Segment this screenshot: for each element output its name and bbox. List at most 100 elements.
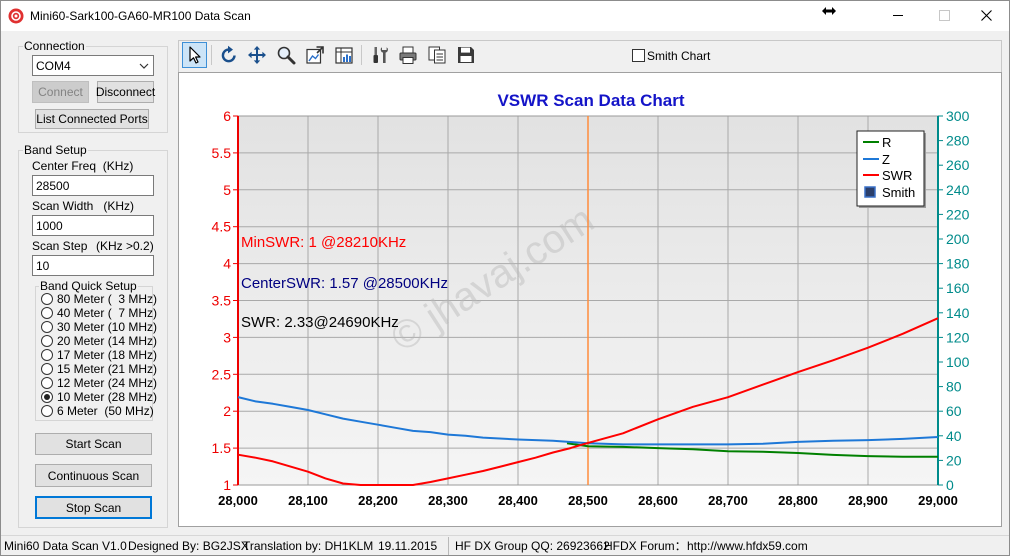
status-group: HF DX Group QQ: 26923662	[455, 539, 610, 553]
y-left-tick-label: 4.5	[212, 219, 232, 235]
band-radio-30m[interactable]: 30 Meter (10 MHz)	[40, 320, 157, 334]
band-setup-group	[18, 150, 168, 528]
minimize-button[interactable]	[875, 0, 921, 31]
band-radio-15m[interactable]: 15 Meter (21 MHz)	[40, 362, 157, 376]
band-radio-label: 80 Meter ( 3 MHz)	[57, 292, 158, 306]
band-radio-20m[interactable]: 20 Meter (14 MHz)	[40, 334, 157, 348]
undo-button[interactable]	[216, 42, 241, 68]
y-left-tick-label: 3.5	[212, 293, 232, 309]
connection-group	[18, 46, 168, 133]
status-translator: Translation by: DH1KLM	[243, 539, 374, 553]
start-scan-button[interactable]: Start Scan	[35, 433, 152, 455]
copy-icon	[428, 46, 445, 64]
maximize-button[interactable]	[921, 0, 967, 31]
print-icon	[399, 46, 416, 64]
close-button[interactable]	[964, 0, 1010, 31]
band-radio-6m[interactable]: 6 Meter (50 MHz)	[40, 404, 154, 418]
y-left-tick-label: 6	[223, 108, 231, 124]
smith-chart-checkbox[interactable]	[632, 49, 645, 62]
chart-data-icon	[334, 47, 353, 64]
y-right-tick-label: 300	[946, 108, 970, 124]
band-radio-label: 12 Meter (24 MHz)	[57, 376, 158, 390]
status-version: Mini60 Data Scan V1.0	[4, 539, 127, 553]
band-radio-label: 10 Meter (28 MHz)	[57, 390, 158, 404]
status-bar	[0, 535, 1010, 556]
status-date: 19.11.2015	[378, 539, 438, 553]
band-setup-group-label: Band Setup	[23, 143, 88, 157]
settings-button[interactable]	[367, 42, 392, 68]
band-radio-17m[interactable]: 17 Meter (18 MHz)	[40, 348, 157, 362]
continuous-scan-button[interactable]: Continuous Scan	[35, 464, 152, 487]
scan-width-input[interactable]	[32, 215, 154, 236]
radio-button[interactable]	[41, 349, 53, 361]
y-right-tick-label: 100	[946, 354, 970, 370]
save-icon	[457, 47, 474, 63]
title-bar[interactable]	[0, 0, 1010, 31]
status-forum-link[interactable]: http://www.hfdx59.com	[687, 539, 808, 553]
series-line-swr	[237, 317, 939, 486]
print-button[interactable]	[395, 42, 420, 68]
save-button[interactable]	[453, 42, 478, 68]
undo-icon	[221, 45, 236, 63]
x-tick-label: 28,100	[288, 493, 328, 508]
copy-button[interactable]	[424, 42, 449, 68]
x-tick-label: 28,300	[428, 493, 468, 508]
scan-step-input[interactable]	[32, 255, 154, 276]
y-left-tick-label: 2.5	[212, 366, 232, 382]
export-image-icon	[305, 46, 324, 64]
center-freq-label: Center Freq (KHz)	[32, 159, 134, 173]
move-icon	[247, 46, 266, 64]
legend-label: Smith	[882, 185, 915, 200]
x-tick-label: 29,000	[918, 493, 958, 508]
y-right-tick-label: 40	[946, 428, 962, 444]
band-radio-40m[interactable]: 40 Meter ( 7 MHz)	[40, 306, 157, 320]
list-ports-button[interactable]: List Connected Ports	[35, 109, 149, 129]
x-tick-label: 28,600	[638, 493, 678, 508]
band-radio-label: 17 Meter (18 MHz)	[57, 348, 158, 362]
y-left-tick-label: 4	[223, 256, 231, 272]
y-right-tick-label: 160	[946, 280, 970, 296]
zoom-button[interactable]	[273, 42, 298, 68]
vswr-chart[interactable]: © jhavaj.com11.522.533.544.555.560204060…	[178, 72, 1002, 527]
pan-button[interactable]	[244, 42, 269, 68]
x-tick-label: 28,200	[358, 493, 398, 508]
radio-button[interactable]	[41, 321, 53, 333]
y-left-tick-label: 1.5	[212, 440, 232, 456]
y-left-tick-label: 5	[223, 182, 231, 198]
radio-button[interactable]	[41, 307, 53, 319]
connect-button[interactable]: Connect	[32, 81, 89, 103]
status-separator	[448, 537, 449, 555]
chart-data-button[interactable]	[331, 42, 356, 68]
radio-button[interactable]	[41, 377, 53, 389]
status-designer: Designed By: BG2JSX	[128, 539, 249, 553]
radio-button[interactable]	[41, 293, 53, 305]
radio-button[interactable]	[41, 335, 53, 347]
x-tick-label: 28,000	[218, 493, 258, 508]
com-port-select[interactable]: COM4	[32, 55, 154, 76]
radio-button[interactable]	[41, 363, 53, 375]
pointer-tool-button[interactable]	[182, 42, 207, 68]
band-radio-label: 6 Meter (50 MHz)	[57, 404, 154, 418]
y-right-tick-label: 20	[946, 452, 962, 468]
band-radio-80m[interactable]: 80 Meter ( 3 MHz)	[40, 292, 157, 306]
resize-cursor-icon	[821, 5, 837, 17]
x-tick-label: 28,800	[778, 493, 818, 508]
radio-button[interactable]	[41, 405, 53, 417]
band-radio-label: 20 Meter (14 MHz)	[57, 334, 158, 348]
radio-button[interactable]	[41, 391, 53, 403]
tools-icon	[373, 47, 388, 63]
scan-width-label: Scan Width (KHz)	[32, 199, 135, 213]
band-quick-setup-label: Band Quick Setup	[39, 279, 138, 293]
zoom-icon	[277, 46, 295, 65]
y-left-tick-label: 2	[223, 403, 231, 419]
band-radio-10m[interactable]: 10 Meter (28 MHz)	[40, 390, 157, 404]
y-right-tick-label: 220	[946, 206, 970, 222]
export-image-button[interactable]	[302, 42, 327, 68]
band-radio-12m[interactable]: 12 Meter (24 MHz)	[40, 376, 157, 390]
center-freq-input[interactable]	[32, 175, 154, 196]
disconnect-button[interactable]: Disconnect	[96, 81, 155, 103]
stop-scan-button[interactable]: Stop Scan	[35, 496, 152, 519]
window-title: Mini60-Sark100-GA60-MR100 Data Scan	[30, 9, 251, 23]
minimize-icon	[893, 15, 903, 16]
y-left-tick-label: 3	[223, 329, 231, 345]
